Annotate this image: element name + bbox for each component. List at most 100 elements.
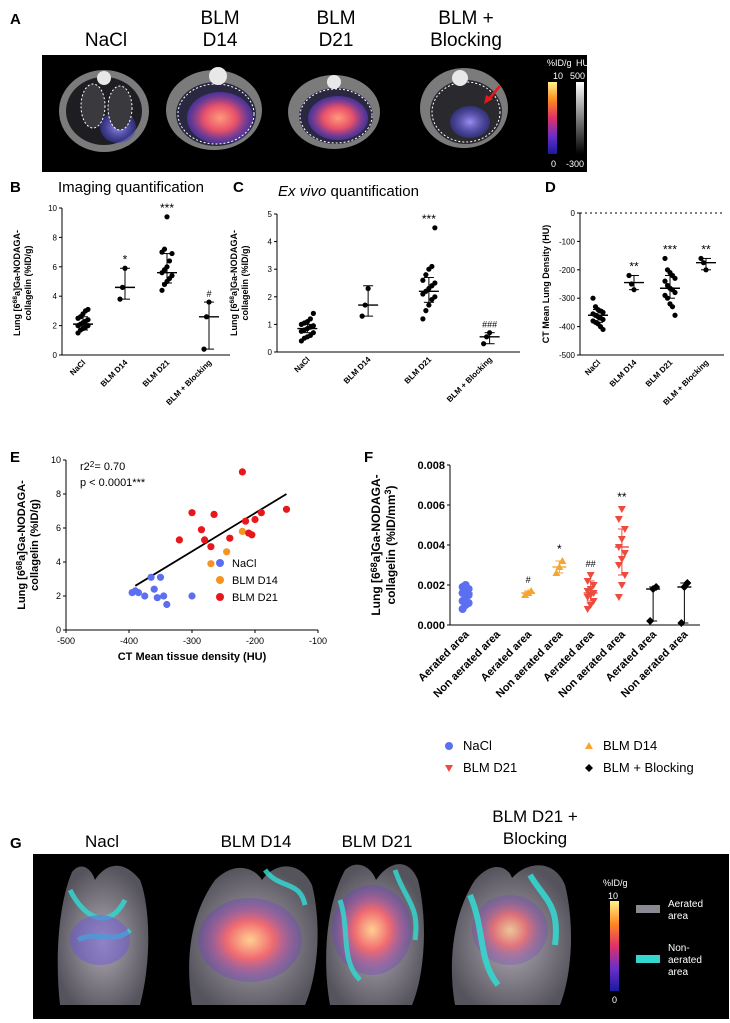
data-point — [432, 294, 438, 300]
y-axis-label: Lung [668a]Ga-NODAGA-collagelin (%ID/g) — [229, 230, 250, 336]
data-point — [617, 582, 626, 589]
panel-a-title: BLM — [316, 8, 355, 29]
x-category-label: BLM D21 — [644, 358, 675, 389]
legend-swatch — [216, 559, 224, 567]
panel-e-letter: E — [10, 449, 20, 466]
legend-swatch — [445, 765, 453, 772]
data-point — [166, 258, 173, 264]
p-value-annotation: p < 0.0001*** — [80, 477, 146, 489]
y-tick-label: -500 — [559, 351, 576, 360]
data-point — [223, 548, 231, 556]
legend-swatch — [585, 742, 593, 749]
legend-swatch — [445, 742, 453, 750]
panel-b-title: Imaging quantification — [58, 179, 204, 196]
data-point — [423, 272, 429, 278]
colorbar-max: 10 — [553, 71, 563, 81]
data-point — [426, 302, 432, 308]
x-category-label: NaCl — [293, 355, 312, 374]
data-point — [163, 600, 171, 609]
lung-renders — [57, 864, 572, 1005]
x-category-label: NaCl — [583, 358, 602, 377]
data-point — [238, 468, 246, 476]
legend-label: BLM D21 — [232, 592, 278, 604]
data-point — [359, 313, 365, 319]
g-colorbar-max: 10 — [608, 891, 618, 901]
panel-a-title: D14 — [203, 30, 238, 51]
y-tick-label: 6 — [56, 523, 61, 533]
y-tick-label: 8 — [53, 233, 58, 242]
data-point — [586, 572, 595, 579]
data-point — [164, 214, 170, 220]
x-tick-label: -400 — [120, 636, 138, 646]
significance-mark: *** — [663, 242, 677, 256]
data-point — [147, 573, 155, 581]
colorbar-min: 0 — [551, 159, 556, 169]
panel-a-letter: A — [10, 11, 21, 28]
legend-label: NaCl — [463, 738, 492, 753]
y-tick-label: -200 — [559, 266, 576, 275]
data-point — [586, 602, 595, 609]
y-tick-label: 8 — [56, 489, 61, 499]
y-axis-label-2: collagelin (%ID/g) — [240, 245, 250, 320]
data-point — [307, 316, 313, 322]
data-point — [160, 592, 168, 600]
y-axis-label-2: collagelin (%ID/g) — [23, 245, 33, 320]
panel-f-letter: F — [364, 449, 373, 466]
data-point — [423, 308, 429, 314]
data-point — [134, 589, 143, 597]
data-point — [420, 316, 426, 322]
y-tick-label: 0 — [571, 209, 576, 218]
y-axis-label-1: Lung [668a]Ga-NODAGA- — [15, 480, 28, 610]
y-tick-label: -100 — [559, 237, 576, 246]
data-point — [589, 582, 598, 589]
data-point — [481, 341, 487, 347]
data-point — [310, 330, 316, 336]
panel-g-title: Nacl — [85, 832, 119, 851]
panel-d-letter: D — [545, 179, 556, 196]
y-tick-label: 10 — [51, 455, 61, 465]
data-point — [672, 289, 678, 296]
data-point — [169, 273, 175, 279]
significance-mark: ** — [617, 490, 627, 504]
data-point — [207, 543, 215, 551]
data-point — [614, 562, 623, 569]
data-point — [241, 517, 250, 525]
data-point — [85, 306, 91, 313]
y-tick-label: 4 — [56, 557, 61, 567]
data-point — [432, 225, 438, 231]
panel-g-titles: Nacl BLM D14 BLM D21 BLM D21 + Blocking — [85, 807, 578, 851]
legend-label: BLM D14 — [232, 575, 278, 587]
legend-label: aerated — [668, 955, 702, 966]
legend-label: area — [668, 911, 688, 922]
y-axis-label-1: CT Mean Lung Density (HU) — [541, 225, 551, 344]
y-axis-label-1: Lung [668a]Ga-NODAGA- — [369, 474, 383, 615]
legend-swatch — [636, 955, 660, 963]
significance-mark: # — [206, 289, 211, 299]
data-point — [672, 312, 678, 318]
data-point — [85, 317, 91, 323]
data-point — [662, 278, 668, 284]
y-tick-label: 0.008 — [417, 460, 445, 472]
panel-g-title: Blocking — [503, 829, 567, 848]
data-point — [156, 573, 165, 581]
data-point — [310, 310, 316, 316]
data-point — [600, 309, 606, 315]
legend-swatch — [216, 576, 224, 584]
legend-label: BLM + Blocking — [603, 760, 694, 775]
data-point — [620, 550, 629, 557]
lung-render-blocking — [451, 865, 572, 1005]
data-point — [188, 509, 196, 517]
data-point — [207, 560, 215, 568]
data-point — [662, 255, 668, 262]
y-axis-label: Lung [668a]Ga-NODAGA-collagelin (%ID/g) — [15, 480, 41, 610]
y-tick-label: 2 — [56, 591, 61, 601]
y-tick-label: 0.006 — [417, 500, 445, 512]
chart-b: 0 2 4 6 8 10 NaCl * BLM D14 *** BLM D21 # BLM + Bloc… — [12, 201, 230, 407]
data-point — [161, 246, 168, 252]
panel-g-title: BLM D21 — [342, 832, 413, 851]
chart-f: 0.000 0.002 0.004 0.006 0.008 Lung [668a]Ga-N… — [369, 460, 700, 700]
data-point — [669, 304, 676, 310]
